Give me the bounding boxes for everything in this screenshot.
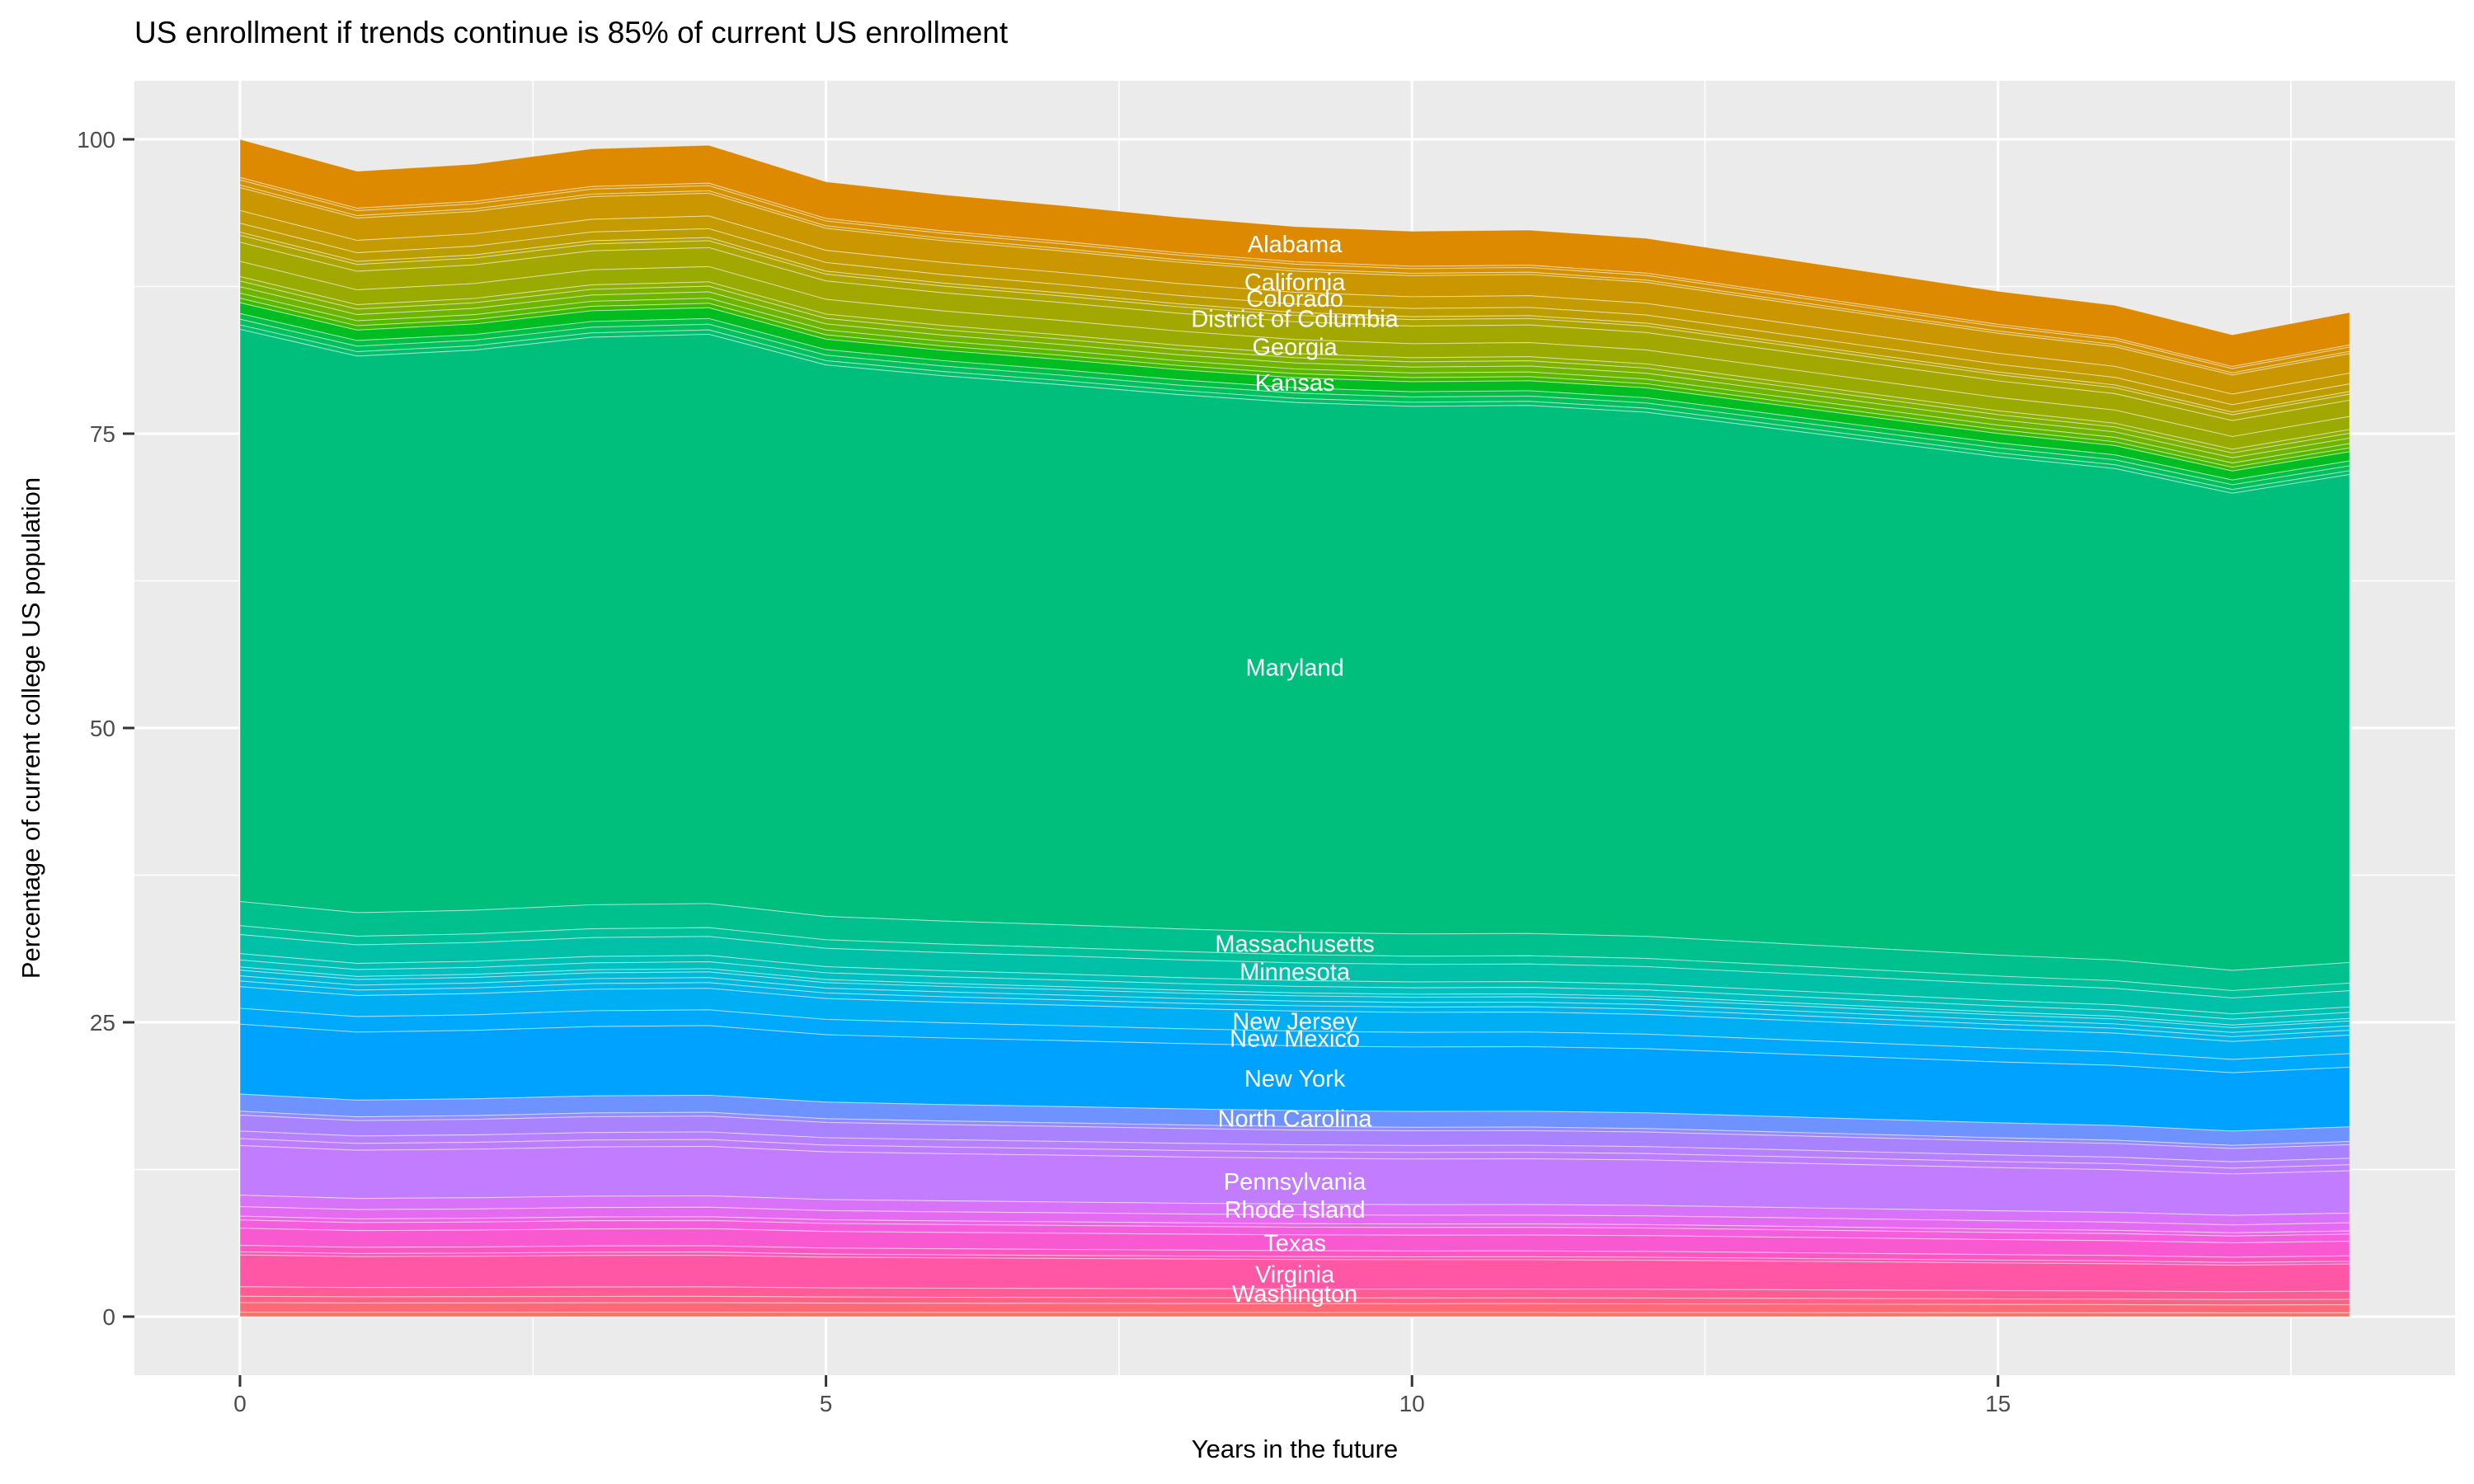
y-tick-label: 75 bbox=[90, 421, 115, 447]
y-tick-label: 25 bbox=[90, 1010, 115, 1036]
axis-tick-marks bbox=[123, 138, 2000, 1387]
y-tick-label: 100 bbox=[77, 127, 115, 153]
chart-title: US enrollment if trends continue is 85% … bbox=[134, 16, 1009, 49]
band-label-minnesota: Minnesota bbox=[1239, 960, 1351, 986]
y-tick-labels: 0 25 50 75 100 bbox=[77, 127, 115, 1330]
band-label-georgia: Georgia bbox=[1253, 334, 1338, 360]
band-label-massachusetts: Massachusetts bbox=[1215, 931, 1374, 957]
band-label-california: California bbox=[1244, 270, 1346, 296]
band-label-new-mexico: New Mexico bbox=[1230, 1026, 1360, 1053]
band-label-texas: Texas bbox=[1263, 1230, 1326, 1256]
x-tick-label: 0 bbox=[233, 1391, 247, 1416]
band-label-district-of-columbia: District of Columbia bbox=[1191, 306, 1399, 332]
y-tick-label: 0 bbox=[102, 1304, 115, 1330]
band-label-virginia: Virginia bbox=[1255, 1262, 1335, 1289]
band-label-maryland: Maryland bbox=[1245, 655, 1343, 682]
area-series-group bbox=[239, 139, 2350, 1317]
band-label-new-york: New York bbox=[1244, 1066, 1346, 1092]
x-tick-label: 15 bbox=[1985, 1391, 2011, 1416]
band-label-kansas: Kansas bbox=[1255, 370, 1335, 397]
x-tick-label: 10 bbox=[1399, 1391, 1425, 1416]
y-tick-label: 50 bbox=[90, 716, 115, 741]
band-label-rhode-island: Rhode Island bbox=[1225, 1197, 1366, 1223]
y-axis-title: Percentage of current college US populat… bbox=[16, 477, 45, 979]
band-label-washington: Washington bbox=[1232, 1281, 1357, 1308]
band-label-pennsylvania: Pennsylvania bbox=[1224, 1169, 1366, 1195]
x-tick-labels: 0 5 10 15 bbox=[233, 1391, 2011, 1416]
band-label-alabama: Alabama bbox=[1248, 232, 1343, 258]
x-axis-title: Years in the future bbox=[1192, 1435, 1398, 1463]
band-label-new-jersey: New Jersey bbox=[1232, 1009, 1357, 1036]
area-wyoming bbox=[239, 1312, 2350, 1317]
band-label-colorado: Colorado bbox=[1246, 286, 1343, 312]
band-label-north-carolina: North Carolina bbox=[1218, 1106, 1373, 1133]
x-tick-label: 5 bbox=[820, 1391, 833, 1416]
